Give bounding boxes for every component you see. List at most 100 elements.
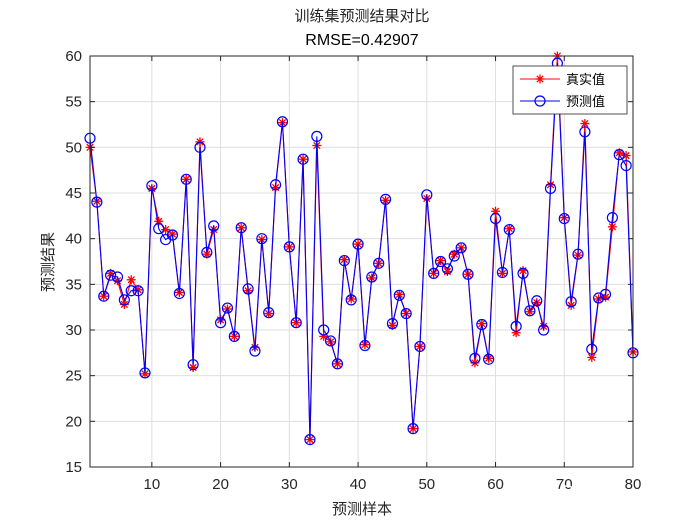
x-tick-label: 20	[212, 476, 229, 493]
y-tick-label: 60	[65, 48, 82, 65]
data-point-predicted	[565, 296, 577, 308]
data-point-predicted	[194, 141, 206, 153]
data-point-predicted	[187, 359, 199, 371]
x-tick-label: 10	[144, 476, 161, 493]
data-point-predicted	[476, 318, 488, 331]
data-point-predicted	[538, 324, 550, 336]
data-point-predicted	[462, 268, 474, 280]
watermark-text: 天天Matlab	[588, 487, 664, 503]
data-point-predicted	[242, 283, 254, 295]
data-point-predicted	[283, 241, 295, 253]
data-point-predicted	[249, 345, 261, 357]
x-tick-label: 70	[556, 476, 573, 493]
data-point-predicted	[276, 116, 289, 128]
data-point-predicted	[338, 254, 350, 267]
y-tick-label: 45	[65, 185, 82, 202]
y-tick-label: 50	[65, 139, 82, 156]
data-point-predicted	[593, 292, 605, 304]
data-point-predicted	[118, 294, 130, 306]
data-point-predicted	[517, 267, 529, 279]
ticks: 10 20 30 40 50 60 70 80 15 20 25 30 35 40 45 50 55 60	[65, 48, 641, 493]
data-point-predicted	[221, 302, 234, 314]
data-point-predicted	[455, 242, 467, 254]
data-point-predicted	[256, 233, 268, 245]
data-point-predicted	[441, 263, 454, 275]
data-point-predicted	[421, 189, 433, 201]
data-point-predicted	[132, 285, 144, 297]
x-axis-label: 预测样本	[332, 500, 392, 518]
y-tick-label: 15	[65, 459, 82, 476]
data-point-actual	[607, 222, 617, 232]
data-point-predicted	[544, 182, 557, 195]
data-point-predicted	[235, 222, 247, 234]
data-point-predicted	[297, 153, 309, 165]
data-point-predicted	[558, 212, 570, 225]
data-point-predicted	[311, 130, 323, 142]
data-point-predicted	[606, 212, 618, 224]
data-point-predicted	[105, 269, 117, 281]
data-point-predicted	[496, 266, 509, 279]
y-axis-label: 预测结果	[39, 232, 57, 292]
y-tick-label: 30	[65, 322, 82, 339]
y-tick-label: 40	[65, 231, 82, 248]
axes-box	[89, 55, 634, 468]
data-point-actual	[161, 225, 171, 235]
legend-label-actual: 真实值	[566, 72, 605, 88]
data-point-predicted	[166, 229, 179, 241]
data-point-actual	[436, 256, 446, 266]
data-point-actual	[491, 206, 501, 216]
data-point-predicted	[503, 223, 515, 236]
data-point-predicted	[483, 353, 495, 365]
data-point-predicted	[304, 434, 316, 446]
data-point-predicted	[290, 317, 302, 329]
data-point-predicted	[531, 295, 543, 307]
data-point-predicted	[98, 290, 110, 302]
data-point-predicted	[579, 126, 591, 138]
data-point-predicted	[414, 340, 426, 353]
data-point-predicted	[214, 317, 227, 329]
data-point-predicted	[91, 196, 103, 208]
data-point-predicted	[153, 223, 165, 235]
x-tick-label: 50	[418, 476, 435, 493]
data-point-predicted	[352, 238, 364, 250]
legend-asterisk	[535, 74, 545, 84]
legend-marker-actual	[535, 74, 545, 84]
data-point-predicted	[201, 246, 213, 258]
data-point-predicted	[139, 367, 151, 379]
data-point-predicted	[263, 307, 275, 319]
data-point-predicted	[386, 318, 399, 330]
data-point-predicted	[489, 212, 502, 225]
wechat-icon	[558, 485, 585, 506]
data-point-predicted	[393, 289, 405, 301]
data-point-predicted	[524, 305, 536, 317]
data-point-actual	[580, 119, 590, 129]
data-point-predicted	[586, 343, 598, 355]
data-point-predicted	[318, 324, 330, 336]
series-line	[89, 63, 634, 440]
x-tick-label: 80	[625, 476, 642, 493]
chart-title: 训练集预测结果对比	[294, 7, 429, 25]
data-point-predicted	[428, 267, 440, 279]
data-point-predicted	[407, 423, 419, 435]
data-point-predicted	[510, 320, 522, 332]
y-tick-label: 20	[65, 413, 82, 430]
data-point-predicted	[620, 160, 632, 172]
x-tick-label: 60	[487, 476, 504, 493]
grid	[90, 56, 633, 467]
x-tick-label: 40	[350, 476, 367, 493]
data-point-predicted	[208, 220, 220, 232]
series-layer	[84, 51, 639, 446]
data-point-predicted	[379, 193, 392, 205]
data-point-predicted	[111, 271, 124, 283]
data-point-predicted	[345, 294, 357, 306]
data-point-predicted	[373, 257, 385, 269]
data-point-predicted	[359, 339, 371, 352]
y-tick-label: 35	[65, 276, 82, 293]
data-point-predicted	[180, 173, 192, 185]
data-point-predicted	[125, 285, 137, 297]
y-tick-label: 25	[65, 368, 82, 385]
legend-label-predicted: 预测值	[566, 94, 605, 110]
data-point-predicted	[331, 358, 344, 370]
chart-subtitle: RMSE=0.42907	[305, 32, 419, 49]
